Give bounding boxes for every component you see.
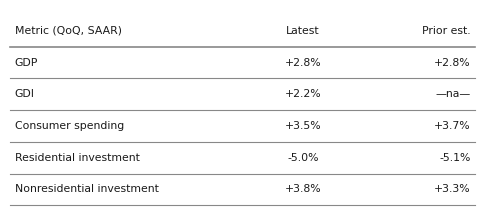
Text: +2.2%: +2.2% [284,89,321,99]
Text: +3.7%: +3.7% [433,121,469,131]
Text: +2.8%: +2.8% [284,58,321,68]
Text: Consumer spending: Consumer spending [15,121,123,131]
Text: Latest: Latest [286,26,319,36]
Text: Metric (QoQ, SAAR): Metric (QoQ, SAAR) [15,26,121,36]
Text: +2.8%: +2.8% [433,58,469,68]
Text: —na—: —na— [434,89,469,99]
Text: +3.3%: +3.3% [433,184,469,194]
Text: Residential investment: Residential investment [15,153,139,163]
Text: GDI: GDI [15,89,34,99]
Text: GDP: GDP [15,58,38,68]
Text: -5.0%: -5.0% [287,153,318,163]
Text: -5.1%: -5.1% [438,153,469,163]
Text: Prior est.: Prior est. [421,26,469,36]
Text: +3.5%: +3.5% [284,121,321,131]
Text: Nonresidential investment: Nonresidential investment [15,184,158,194]
Text: +3.8%: +3.8% [284,184,321,194]
